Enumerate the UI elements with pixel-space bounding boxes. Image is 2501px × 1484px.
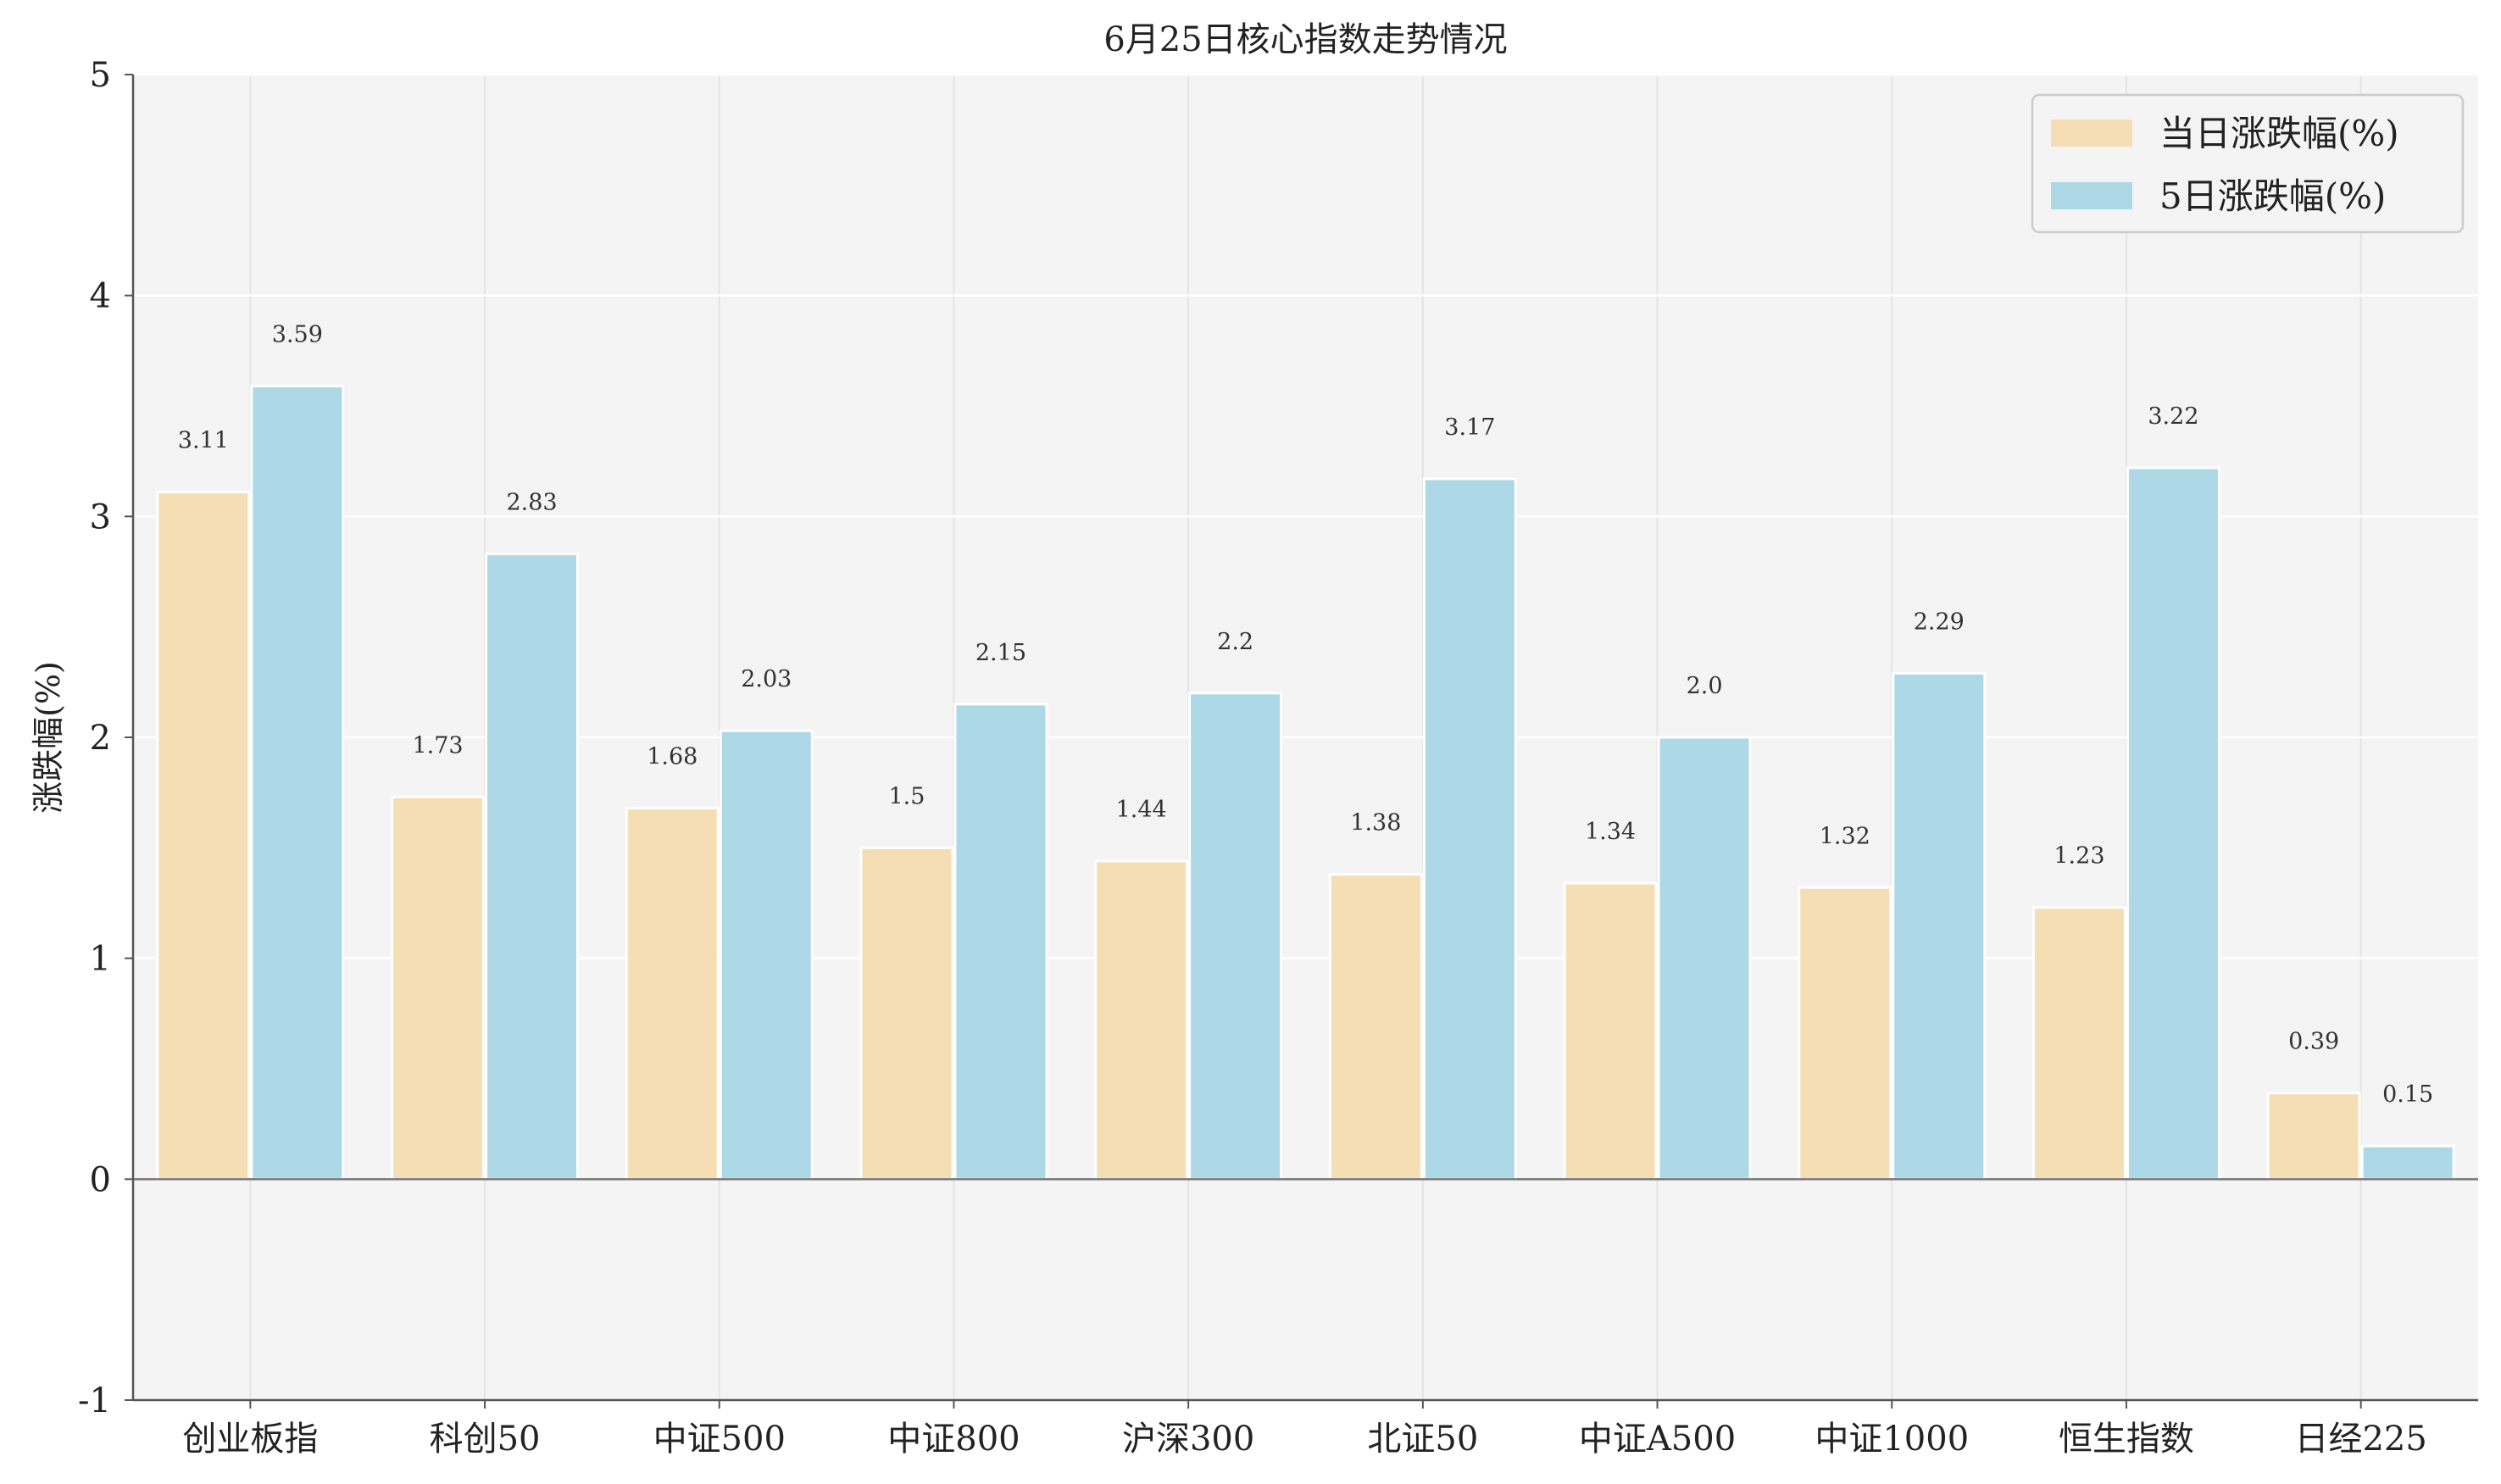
category-label-1: 科创50	[430, 1420, 541, 1459]
data-label-5day-1: 2.83	[506, 490, 557, 516]
y-tick-label: 4	[90, 277, 111, 316]
data-label-daily-2: 1.68	[647, 743, 698, 770]
legend-box	[2031, 93, 2465, 234]
bar-daily-3	[859, 846, 954, 1181]
data-label-5day-2: 2.03	[741, 666, 792, 692]
data-label-daily-5: 1.38	[1350, 810, 1401, 836]
data-label-daily-6: 1.34	[1585, 819, 1636, 845]
category-label-9: 日经225	[2294, 1420, 2426, 1459]
bar-5day-2	[719, 729, 814, 1181]
data-label-daily-7: 1.32	[1820, 823, 1870, 849]
category-labels: 创业板指 科创50 中证500 中证800 沪深300 北证50 中证A500 中证1000 恒…	[182, 1420, 2426, 1459]
data-label-5day-6: 2.0	[1687, 673, 1723, 699]
data-label-daily-8: 1.23	[2054, 843, 2104, 870]
data-label-5day-9: 0.15	[2382, 1081, 2433, 1108]
data-label-daily-1: 1.73	[412, 732, 463, 759]
bar-5day-7	[1892, 671, 1987, 1181]
bar-5day-6	[1657, 736, 1752, 1181]
data-label-5day-8: 3.22	[2148, 403, 2198, 430]
bar-daily-8	[2031, 906, 2126, 1181]
legend-swatch-5day	[2051, 182, 2132, 209]
bar-daily-7	[1798, 886, 1892, 1181]
bar-daily-5	[1328, 873, 1423, 1181]
y-tick-label: -1	[78, 1381, 111, 1420]
bar-5day-1	[485, 553, 580, 1181]
y-tick-label: 1	[90, 940, 111, 979]
tick-labels: -1 0 1 2 3 4 5	[78, 56, 111, 1420]
data-label-daily-0: 3.11	[178, 428, 229, 454]
data-label-5day-0: 3.59	[272, 322, 323, 348]
bar-5day-4	[1188, 692, 1283, 1181]
bar-daily-0	[156, 491, 251, 1181]
category-label-2: 中证500	[653, 1420, 786, 1459]
data-label-daily-3: 1.5	[888, 783, 925, 809]
y-axis-title: 涨跌幅(%)	[30, 661, 67, 814]
y-tick-label: 2	[90, 719, 111, 758]
bar-5day-5	[1422, 477, 1517, 1181]
y-tick-label: 5	[90, 56, 111, 95]
bar-daily-9	[2266, 1092, 2361, 1181]
legend-label-daily: 当日涨跌幅(%)	[2159, 113, 2399, 154]
data-label-5day-4: 2.2	[1217, 629, 1253, 655]
category-label-6: 中证A500	[1579, 1420, 1736, 1459]
data-label-5day-5: 3.17	[1444, 414, 1495, 441]
category-label-3: 中证800	[887, 1420, 1020, 1459]
bars	[156, 385, 2455, 1181]
bar-5day-9	[2360, 1144, 2455, 1181]
category-label-7: 中证1000	[1815, 1420, 1969, 1459]
bar-5day-3	[953, 703, 1048, 1181]
data-label-5day-3: 2.15	[975, 640, 1026, 666]
bar-5day-0	[250, 385, 345, 1181]
legend-label-5day: 5日涨跌幅(%)	[2159, 175, 2386, 217]
data-label-daily-9: 0.39	[2288, 1029, 2339, 1055]
legend-swatch-daily	[2051, 119, 2132, 147]
category-label-8: 恒生指数	[2059, 1420, 2194, 1459]
data-label-daily-4: 1.44	[1116, 797, 1167, 823]
y-tick-label: 3	[90, 497, 111, 536]
chart-title: 6月25日核心指数走势情况	[1103, 20, 1507, 59]
data-labels: 3.11 1.73 1.68 1.5 1.44 1.38 1.34 1.32 1.23 0.39 3…	[178, 322, 2433, 1109]
bar-daily-2	[625, 806, 720, 1181]
y-tick-label: 0	[90, 1160, 111, 1199]
legend: 当日涨跌幅(%) 5日涨跌幅(%)	[2031, 93, 2465, 234]
category-label-5: 北证50	[1367, 1420, 1478, 1459]
bar-daily-1	[391, 795, 486, 1181]
bar-daily-6	[1563, 881, 1658, 1181]
bar-daily-4	[1094, 859, 1189, 1181]
category-label-4: 沪深300	[1122, 1420, 1254, 1459]
data-label-5day-7: 2.29	[1914, 609, 1965, 635]
category-label-0: 创业板指	[182, 1420, 318, 1459]
bar-5day-8	[2126, 466, 2220, 1181]
axes	[125, 74, 2478, 1409]
